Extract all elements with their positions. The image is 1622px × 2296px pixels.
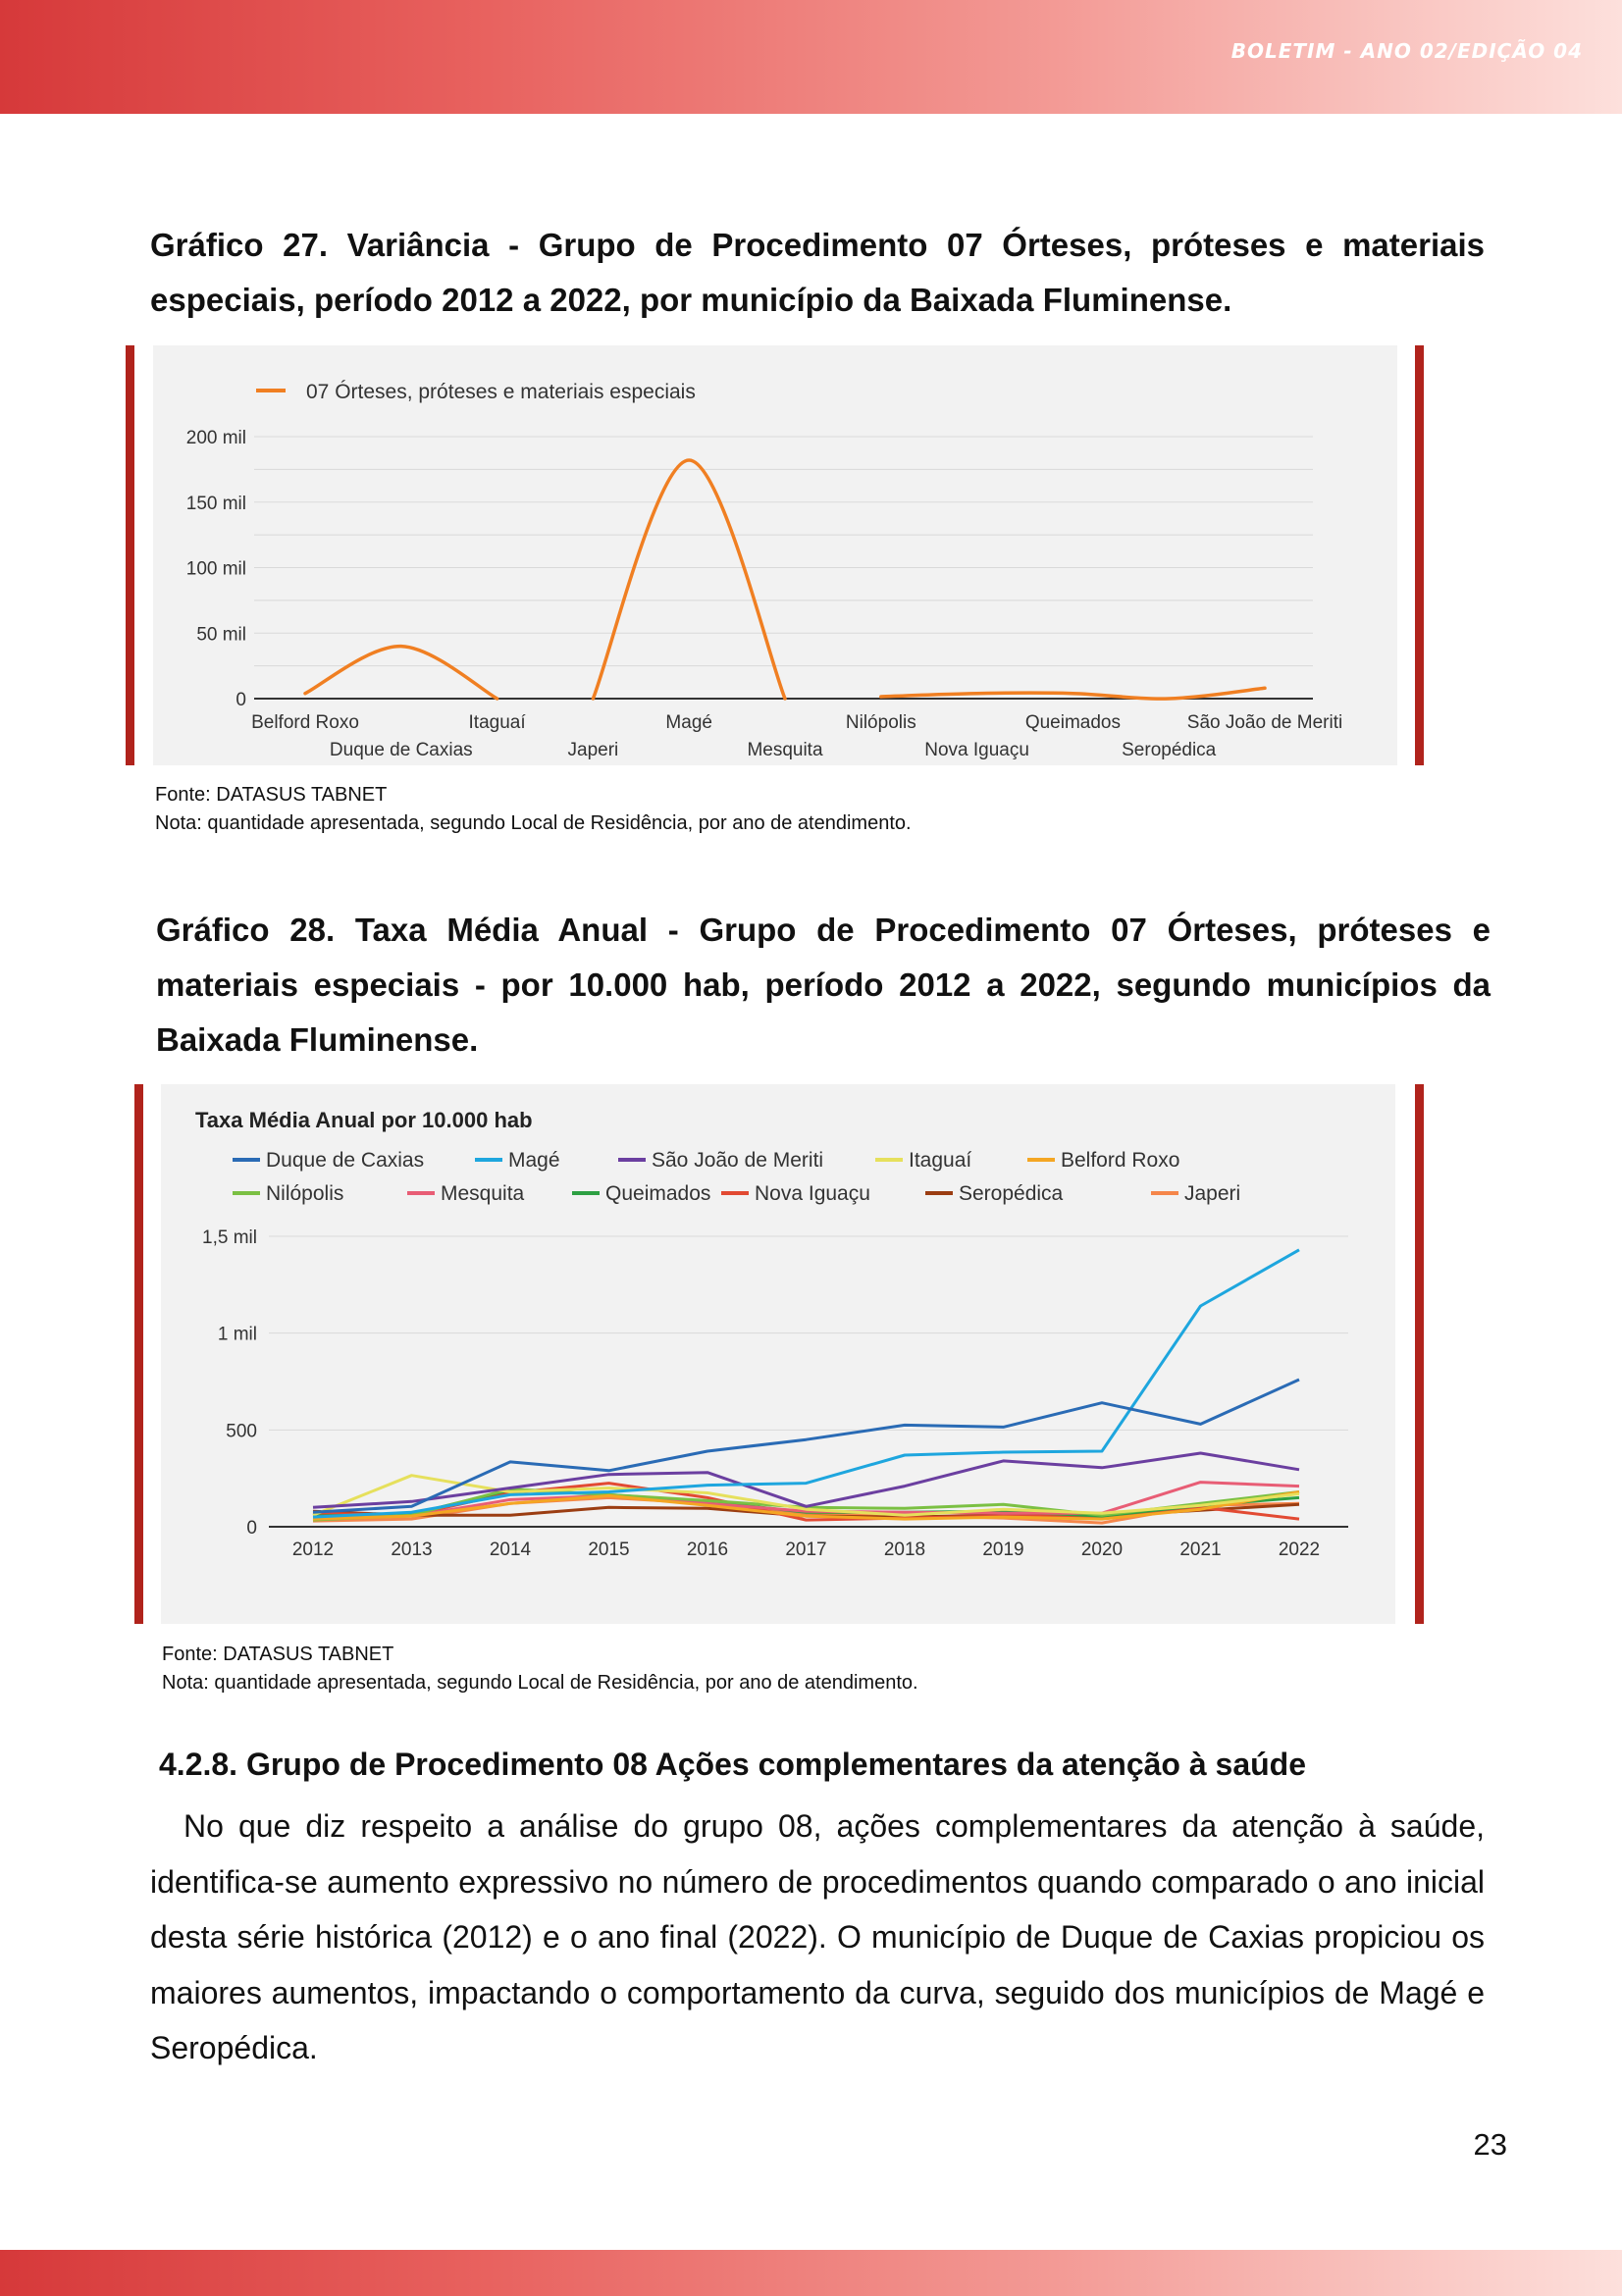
chart27-note-text: Nota: quantidade apresentada, segundo Lo…	[155, 812, 912, 834]
chart28-series-line	[312, 1490, 1300, 1521]
chart27-xtick-label: Itaguaí	[469, 712, 527, 733]
chart27-xtick-label: Duque de Caxias	[330, 740, 473, 760]
chart28-note: Fonte: DATASUS TABNET Nota: quantidade a…	[162, 1641, 918, 1697]
chart28-frame-right	[1415, 1084, 1424, 1624]
chart28: Taxa Média Anual por 10.000 hab Duque de…	[161, 1084, 1395, 1624]
chart28-xtick-label: 2020	[1081, 1539, 1123, 1560]
chart27-xtick-label: Mesquita	[747, 740, 823, 760]
chart28-series-line	[312, 1378, 1300, 1514]
chart28-series-line	[312, 1474, 1300, 1517]
page-number: 23	[1473, 2127, 1507, 2162]
chart28-legend-label: Japeri	[1184, 1182, 1240, 1205]
chart28-legend-label: Mesquita	[441, 1182, 525, 1205]
edition-label: BOLETIM - ANO 02/EDIÇÃO 04	[1230, 39, 1583, 63]
chart27-ytick-label: 100 mil	[186, 559, 246, 580]
chart28-xtick-label: 2016	[687, 1539, 728, 1560]
chart28-legend-label: Queimados	[605, 1182, 710, 1205]
chart27-note: Fonte: DATASUS TABNET Nota: quantidade a…	[155, 781, 912, 838]
section-paragraph: No que diz respeito a análise do grupo 0…	[150, 1808, 1485, 2065]
chart27-xtick-label: Japeri	[568, 740, 619, 760]
chart27-xtick-label: Belford Roxo	[251, 712, 359, 733]
chart28-ytick-label: 1,5 mil	[202, 1227, 257, 1248]
chart28-xtick-label: 2022	[1279, 1539, 1320, 1560]
chart27-xtick-label: Queimados	[1025, 712, 1121, 733]
chart28-xtick-label: 2021	[1179, 1539, 1221, 1560]
chart27-series-line	[591, 458, 787, 701]
chart28-xtick-label: 2012	[292, 1539, 334, 1560]
chart28-xtick-label: 2013	[391, 1539, 432, 1560]
chart28-frame-left	[134, 1084, 143, 1624]
chart28-legend-label: Duque de Caxias	[266, 1149, 424, 1172]
chart28-series-line	[312, 1248, 1300, 1519]
chart28-legend-label: Nova Iguaçu	[755, 1182, 870, 1205]
chart28-xtick-label: 2019	[982, 1539, 1023, 1560]
chart27-source: Fonte: DATASUS TABNET	[155, 784, 388, 806]
footer-band	[0, 2250, 1622, 2296]
chart28-xtick-label: 2017	[785, 1539, 826, 1560]
chart27-xtick-label: Nilópolis	[846, 712, 916, 733]
chart28-legend-label: Magé	[508, 1149, 560, 1172]
chart28-xtick-label: 2018	[884, 1539, 925, 1560]
chart27-xtick-label: Seropédica	[1122, 740, 1217, 760]
chart27-frame-left	[126, 345, 134, 765]
chart28-note-text: Nota: quantidade apresentada, segundo Lo…	[162, 1672, 918, 1694]
chart28-legend-label: Belford Roxo	[1061, 1149, 1179, 1172]
chart27-ytick-label: 150 mil	[186, 494, 246, 514]
chart28-caption: Gráfico 28. Taxa Média Anual - Grupo de …	[156, 912, 1491, 1058]
chart27-xtick-label: Nova Iguaçu	[924, 740, 1029, 760]
chart28-legend-label: Nilópolis	[266, 1182, 343, 1205]
chart27-xtick-label: São João de Meriti	[1187, 712, 1342, 733]
chart27-series-line	[303, 644, 499, 701]
header-band	[0, 0, 1622, 114]
chart27: 07 Órteses, próteses e materiais especia…	[153, 345, 1397, 765]
chart28-ytick-label: 1 mil	[218, 1325, 257, 1345]
chart28-svg: Taxa Média Anual por 10.000 hab Duque de…	[195, 1108, 1348, 1560]
chart27-legend-label: 07 Órteses, próteses e materiais especia…	[306, 381, 696, 403]
chart27-svg: 07 Órteses, próteses e materiais especia…	[186, 381, 1342, 760]
chart28-xtick-label: 2015	[588, 1539, 629, 1560]
chart28-ytick-label: 0	[246, 1518, 257, 1539]
chart28-legend-label: São João de Meriti	[652, 1149, 823, 1172]
chart27-ytick-label: 50 mil	[196, 624, 246, 645]
chart28-legend-label: Seropédica	[959, 1182, 1064, 1205]
chart27-caption: Gráfico 27. Variância - Grupo de Procedi…	[150, 227, 1485, 318]
chart27-series-line	[879, 686, 1267, 701]
chart28-series-line	[312, 1451, 1300, 1509]
chart28-legend-label: Itaguaí	[909, 1149, 971, 1172]
chart28-ytick-label: 500	[226, 1421, 257, 1441]
chart28-series-line	[312, 1481, 1300, 1520]
chart28-title: Taxa Média Anual por 10.000 hab	[195, 1108, 533, 1132]
chart28-xtick-label: 2014	[490, 1539, 532, 1560]
chart27-frame-right	[1415, 345, 1424, 765]
chart27-ytick-label: 0	[235, 690, 246, 710]
chart27-xtick-label: Magé	[665, 712, 712, 733]
section-heading: 4.2.8. Grupo de Procedimento 08 Ações co…	[159, 1747, 1307, 1782]
chart28-source: Fonte: DATASUS TABNET	[162, 1644, 394, 1665]
chart27-ytick-label: 200 mil	[186, 428, 246, 448]
